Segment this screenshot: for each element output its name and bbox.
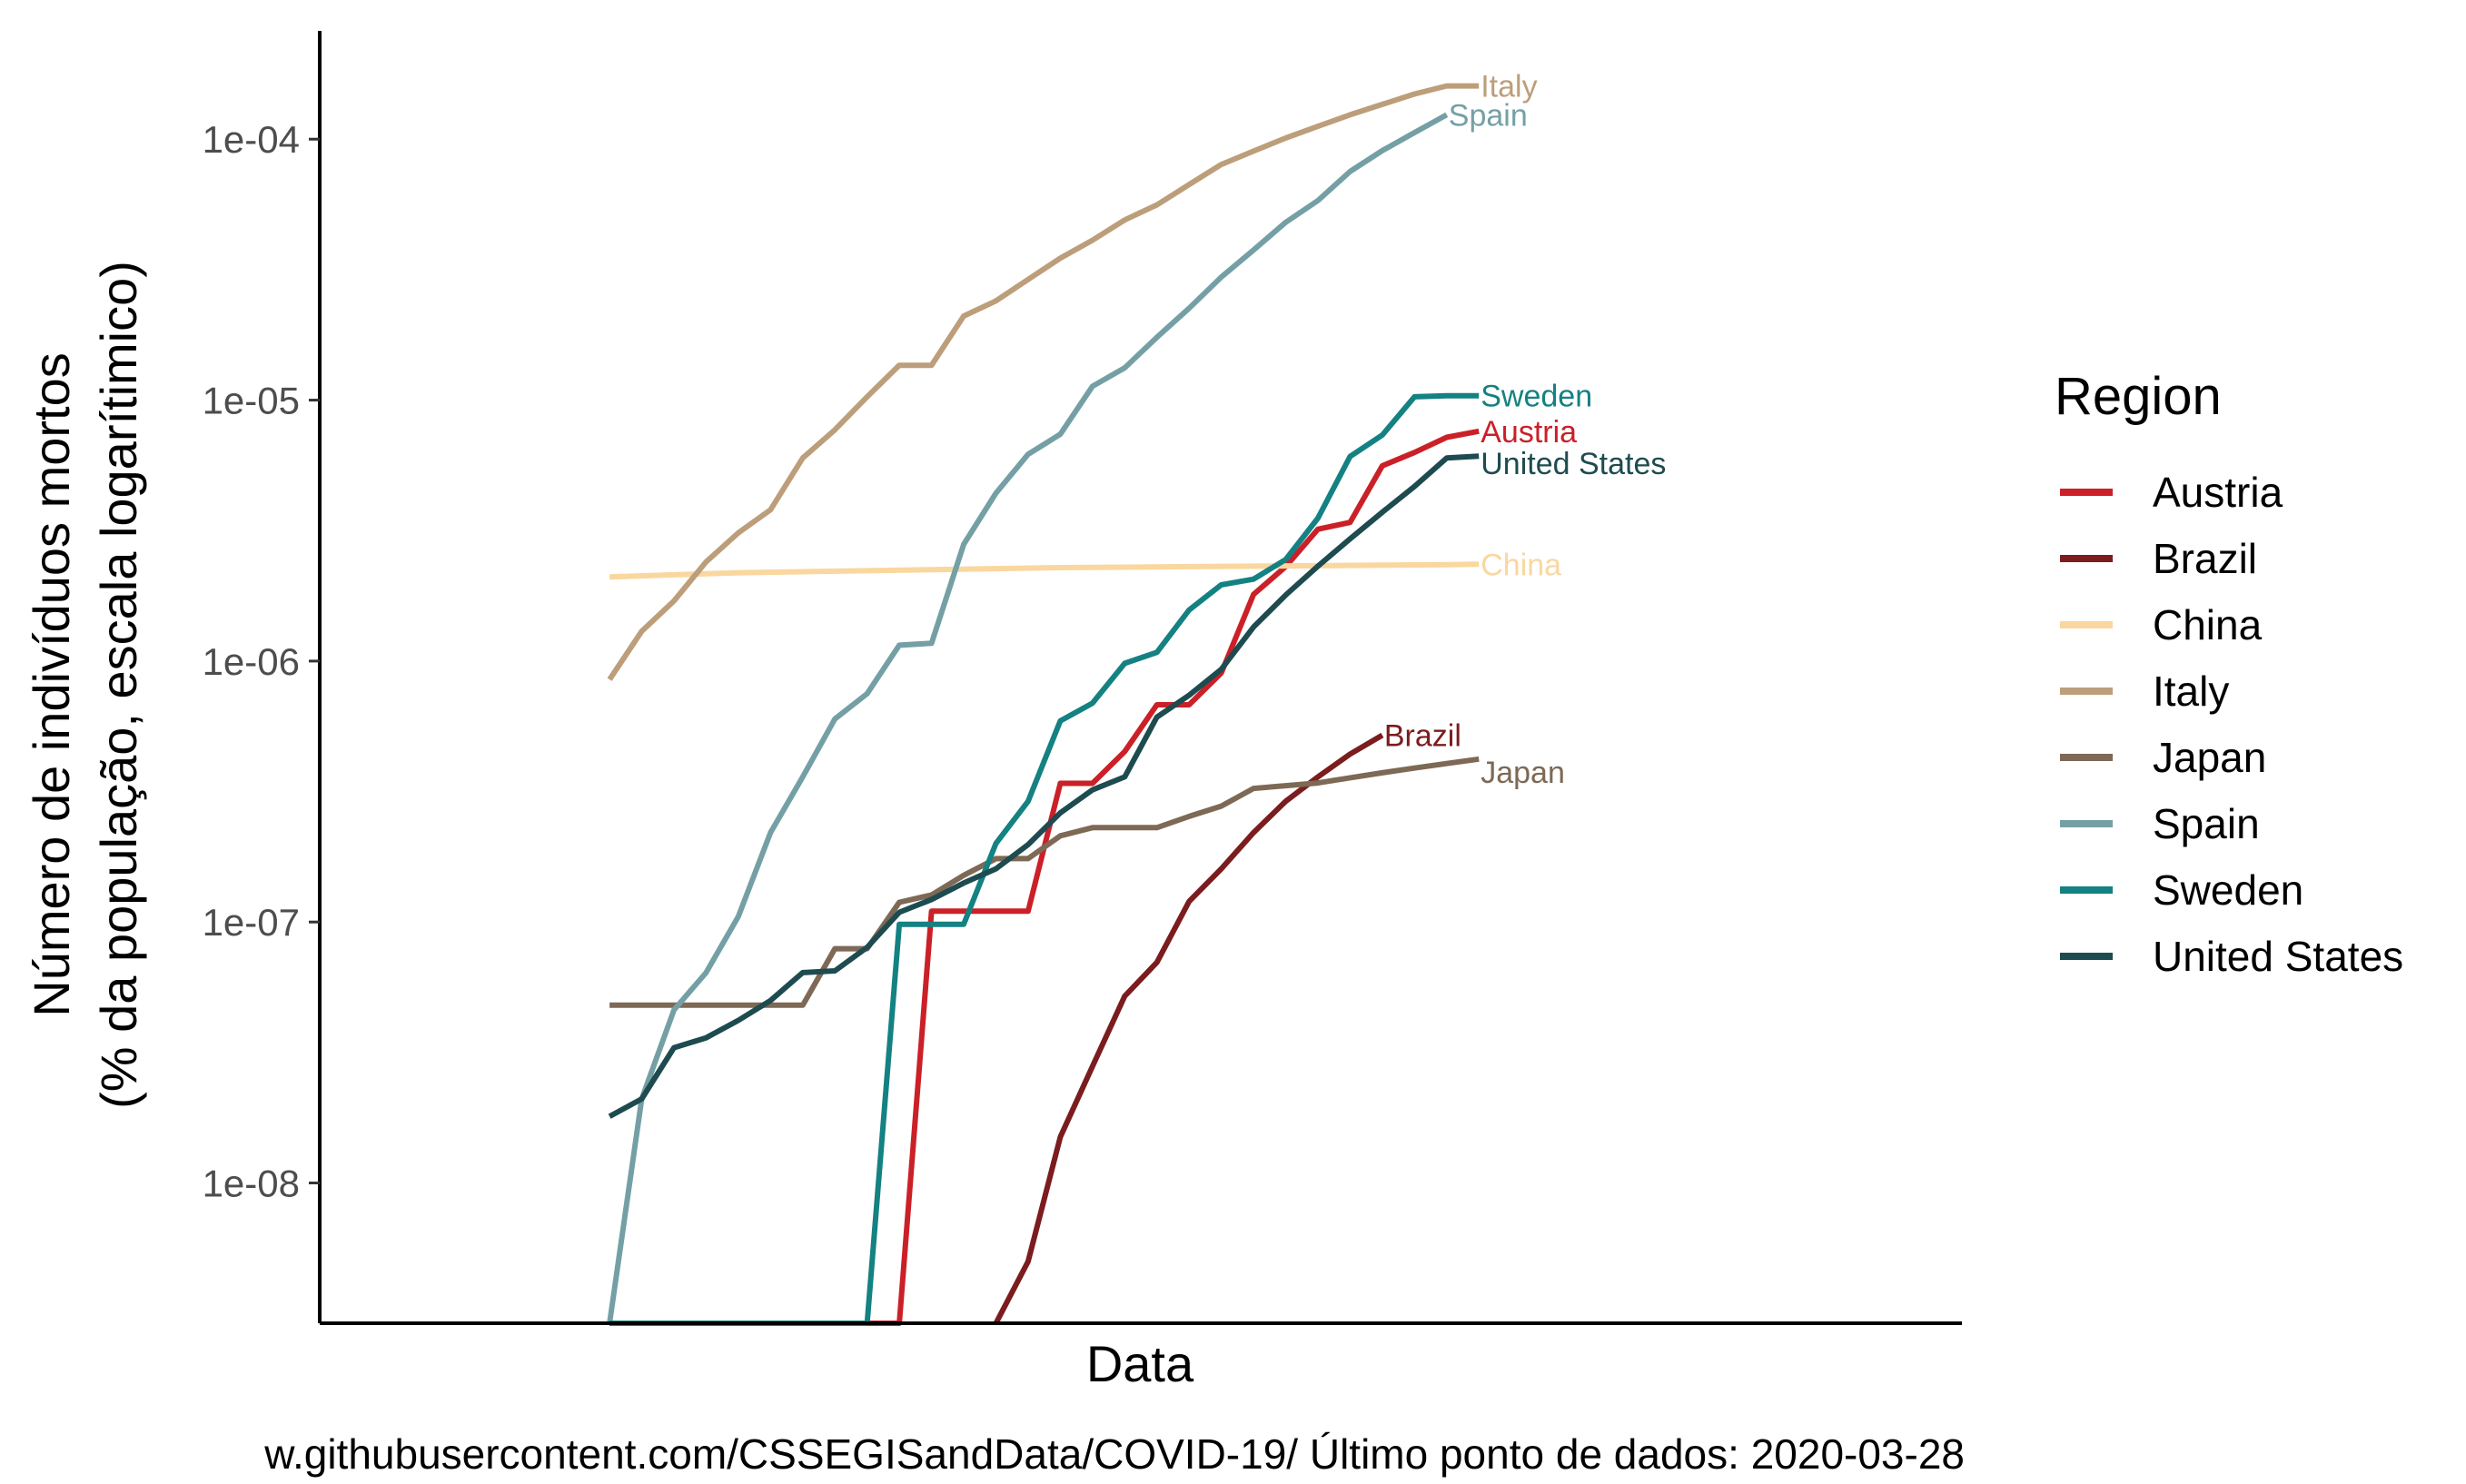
end-label-spain: Spain — [1449, 98, 1528, 133]
series-line-spain — [607, 112, 1449, 1324]
legend-label-brazil: Brazil — [2153, 535, 2257, 582]
y-axis-title-line1: Número de indivíduos mortos — [23, 352, 80, 1016]
legend-label-spain: Spain — [2153, 800, 2260, 847]
y-tick-label: 1e-08 — [203, 1162, 300, 1205]
legend-title: Region — [2055, 367, 2222, 426]
y-axis-title-line2: (% da população, escala logarítimico) — [90, 261, 147, 1109]
end-label-china: China — [1481, 548, 1561, 582]
y-tick-label: 1e-07 — [203, 901, 300, 944]
end-label-austria: Austria — [1481, 415, 1577, 450]
plot-lines — [607, 83, 1480, 1326]
legend-label-austria: Austria — [2153, 469, 2283, 516]
end-label-united-states: United States — [1481, 447, 1666, 481]
legend-label-china: China — [2153, 601, 2263, 648]
y-tick-label: 1e-06 — [203, 640, 300, 683]
end-label-sweden: Sweden — [1481, 380, 1592, 414]
series-line-brazil — [993, 732, 1384, 1325]
end-label-italy: Italy — [1481, 70, 1537, 104]
series-line-japan — [609, 756, 1480, 1008]
y-tick-label: 1e-05 — [203, 380, 300, 422]
legend-label-italy: Italy — [2153, 668, 2229, 715]
y-tick-label: 1e-04 — [203, 118, 300, 161]
legend-label-united-states: United States — [2153, 933, 2403, 980]
legend: Region Austria Brazil China Italy Japan Spain S… — [2055, 367, 2403, 980]
x-axis-title: Data — [1086, 1335, 1194, 1392]
series-line-united-states — [608, 453, 1480, 1119]
axes: 1e-08 1e-07 1e-06 1e-05 1e-04 — [203, 31, 1962, 1325]
legend-label-sweden: Sweden — [2153, 866, 2303, 914]
data-source-caption: w.githubusercontent.com/CSSEGISandData/C… — [263, 1430, 1965, 1478]
end-label-japan: Japan — [1481, 756, 1565, 790]
series-line-italy — [607, 83, 1480, 681]
series-line-china — [609, 561, 1480, 580]
end-label-brazil: Brazil — [1384, 718, 1461, 753]
end-labels: Austria Brazil China Italy Japan Spain Sweden U… — [1384, 70, 1666, 790]
legend-label-japan: Japan — [2153, 734, 2266, 781]
